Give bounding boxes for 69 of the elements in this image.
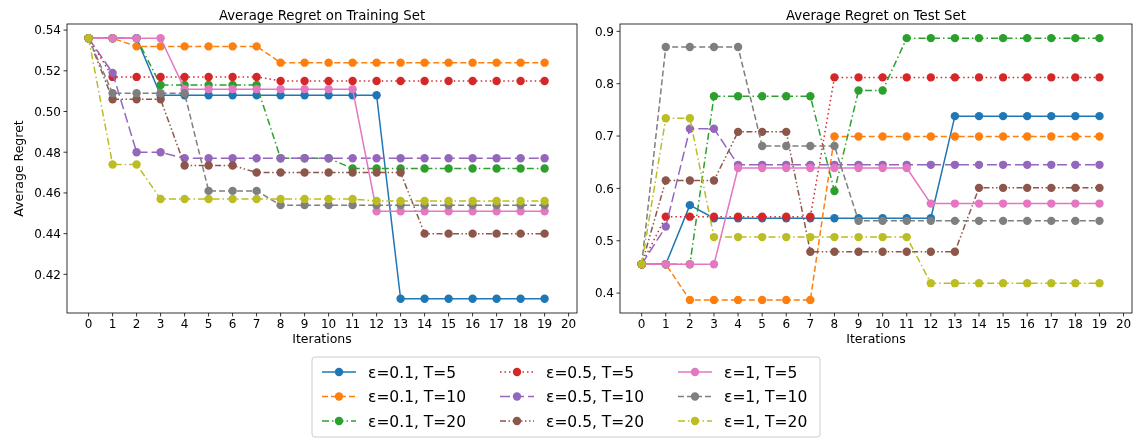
x-tick-label: 18 [512,317,529,331]
x-tick-label: 15 [440,317,457,331]
chart-title: Average Regret on Test Set [786,8,966,23]
x-tick-label: 18 [1067,317,1084,331]
x-tick-label: 7 [252,317,261,331]
x-tick-label: 2 [686,317,694,331]
x-tick-label: 11 [344,317,361,331]
x-tick-label: 20 [560,317,577,331]
x-tick-label: 0 [637,317,646,331]
y-tick-label: 0.8 [594,76,614,91]
x-tick-label: 17 [488,317,505,331]
legend-label: ε=1, T=5 [724,363,798,382]
y-tick-label: 0.6 [594,181,614,196]
y-tick-label: 0.54 [34,23,61,38]
x-tick-label: 20 [1115,317,1132,331]
x-tick-label: 8 [276,317,285,331]
y-tick-label: 0.9 [594,24,614,39]
legend-label: ε=0.1, T=20 [368,412,467,431]
x-tick-label: 9 [300,317,309,331]
chart-title: Average Regret on Training Set [218,8,426,23]
legend-label: ε=0.1, T=10 [368,388,467,406]
legend-label: ε=0.5, T=5 [546,363,635,382]
x-tick-label: 15 [995,317,1011,331]
legend-label: ε=0.1, T=5 [368,363,457,382]
x-tick-label: 9 [854,317,863,331]
x-tick-label: 11 [899,317,915,331]
x-tick-label: 10 [320,317,337,331]
y-tick-label: 0.46 [34,186,61,201]
x-tick-label: 0 [84,317,93,331]
x-tick-label: 4 [180,317,189,331]
x-tick-label: 6 [228,317,237,331]
x-tick-label: 1 [661,317,670,331]
x-axis-title: Iterations [292,331,352,346]
x-tick-label: 14 [416,317,433,331]
x-tick-label: 1 [108,317,117,331]
x-tick-label: 2 [132,317,141,331]
y-tick-label: 0.48 [34,145,61,160]
legend-label: ε=1, T=20 [724,412,808,431]
y-tick-label: 0.42 [34,267,61,282]
legend-label: ε=1, T=10 [724,388,808,406]
x-tick-label: 12 [368,317,385,331]
y-tick-label: 0.4 [594,286,614,301]
y-tick-label: 0.7 [594,129,614,144]
x-tick-label: 19 [536,317,553,331]
y-tick-label: 0.52 [34,64,61,79]
x-tick-label: 4 [734,317,742,331]
x-tick-label: 3 [156,317,165,331]
x-axis-title: Iterations [846,331,906,346]
x-tick-label: 12 [923,317,939,331]
y-axis-title: Average Regret [11,120,26,217]
x-tick-label: 16 [464,317,481,331]
x-tick-label: 7 [806,317,815,331]
x-tick-label: 5 [758,317,766,331]
x-tick-label: 13 [392,317,409,331]
x-tick-label: 13 [947,317,963,331]
x-tick-label: 5 [204,317,213,331]
x-tick-label: 8 [830,317,839,331]
legend-label: ε=0.5, T=20 [546,412,645,431]
legend-label: ε=0.5, T=10 [546,388,645,406]
y-tick-label: 0.44 [34,226,61,241]
x-tick-label: 6 [782,317,791,331]
x-tick-label: 16 [1019,317,1035,331]
x-tick-label: 17 [1043,317,1059,331]
x-tick-label: 3 [710,317,718,331]
x-tick-label: 14 [971,317,987,331]
x-tick-label: 10 [874,317,891,331]
y-tick-label: 0.5 [594,234,614,249]
y-tick-label: 0.50 [34,104,61,119]
x-tick-label: 19 [1091,317,1108,331]
